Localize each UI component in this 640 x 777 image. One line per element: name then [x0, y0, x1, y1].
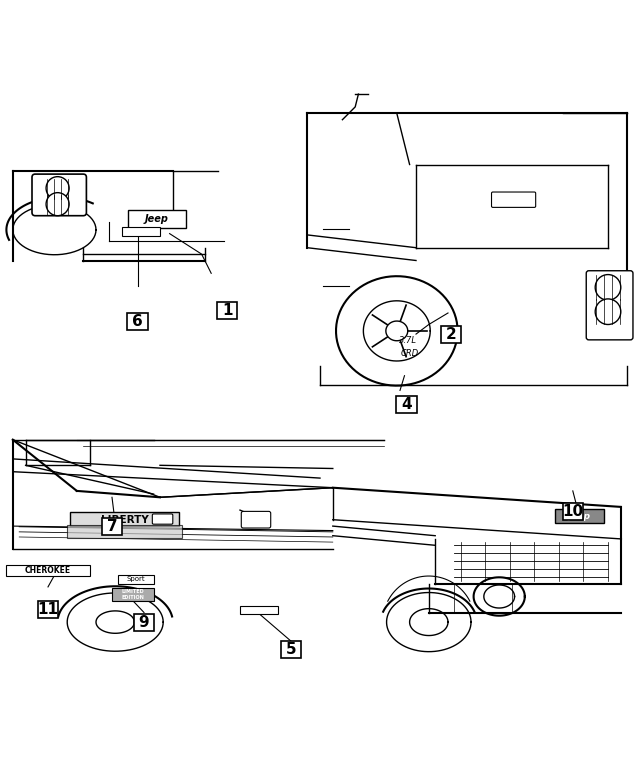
FancyBboxPatch shape [281, 641, 301, 658]
Circle shape [46, 176, 69, 200]
FancyBboxPatch shape [555, 509, 604, 523]
Text: 2: 2 [446, 326, 456, 342]
Text: LIMITED
EDITION: LIMITED EDITION [122, 589, 145, 600]
FancyBboxPatch shape [441, 326, 461, 343]
FancyBboxPatch shape [67, 524, 182, 538]
FancyBboxPatch shape [217, 302, 237, 319]
Text: LIBERTY: LIBERTY [101, 514, 148, 524]
FancyBboxPatch shape [241, 511, 271, 528]
FancyBboxPatch shape [70, 512, 179, 526]
Text: 7: 7 [107, 518, 117, 534]
FancyBboxPatch shape [118, 575, 154, 584]
Text: 11: 11 [38, 602, 58, 617]
FancyBboxPatch shape [563, 503, 583, 520]
FancyBboxPatch shape [152, 514, 173, 524]
Text: Sport: Sport [126, 577, 145, 582]
FancyBboxPatch shape [122, 227, 160, 236]
FancyBboxPatch shape [127, 313, 148, 329]
Text: 3.7L: 3.7L [399, 336, 417, 345]
FancyBboxPatch shape [38, 601, 58, 618]
FancyBboxPatch shape [134, 614, 154, 630]
FancyBboxPatch shape [586, 270, 633, 340]
FancyBboxPatch shape [128, 210, 186, 228]
Text: 10: 10 [562, 503, 584, 519]
Circle shape [46, 193, 69, 216]
Text: 9: 9 [139, 615, 149, 629]
FancyBboxPatch shape [112, 588, 154, 601]
Text: 1: 1 [222, 303, 232, 318]
Text: Jeep: Jeep [145, 214, 169, 224]
FancyBboxPatch shape [102, 517, 122, 535]
Text: 6: 6 [132, 314, 143, 329]
FancyBboxPatch shape [6, 565, 90, 576]
Text: Jeep: Jeep [568, 512, 590, 521]
Circle shape [595, 299, 621, 325]
FancyBboxPatch shape [240, 606, 278, 614]
Text: 4: 4 [401, 397, 412, 412]
Text: CHEROKEE: CHEROKEE [25, 566, 71, 576]
FancyBboxPatch shape [32, 174, 86, 216]
FancyBboxPatch shape [396, 396, 417, 413]
Circle shape [595, 274, 621, 300]
Text: 5: 5 [286, 642, 296, 657]
FancyBboxPatch shape [492, 192, 536, 207]
Text: CRD: CRD [401, 349, 419, 357]
